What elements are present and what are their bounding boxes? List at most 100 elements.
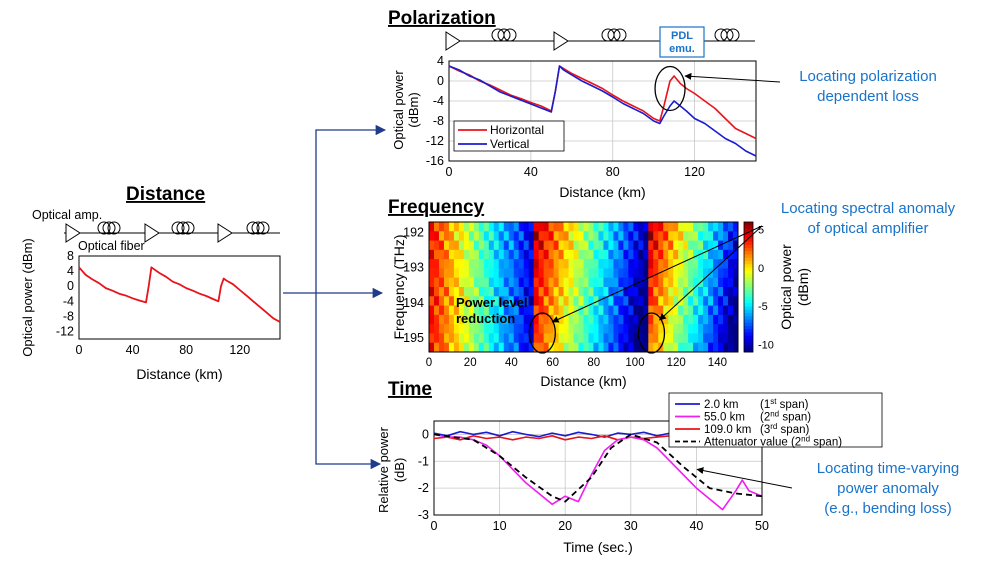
heatmap-cell (458, 240, 465, 251)
heatmap-cell (468, 259, 475, 269)
vertical-line (448, 65, 757, 157)
heatmap-cell (578, 314, 584, 325)
heatmap-cell (728, 333, 734, 344)
heatmap-cell (638, 277, 644, 288)
heatmap-cell (673, 277, 679, 288)
x-tick-label: 10 (493, 519, 507, 533)
heatmap-cell (498, 314, 505, 325)
heatmap-cell (448, 342, 455, 353)
heatmap-cell (593, 314, 599, 325)
heatmap-cell (643, 324, 649, 334)
heatmap-cell (643, 305, 649, 316)
heatmap-cell (688, 222, 694, 232)
distance-heading: Distance (126, 184, 205, 205)
heatmap-cell (683, 324, 689, 334)
time-heading: Time (388, 379, 432, 400)
heatmap-cell (693, 287, 699, 297)
x-axis-label: Distance (km) (559, 184, 645, 200)
heatmap-cell (733, 268, 739, 279)
heatmap-cell (568, 268, 574, 279)
heatmap-cell (543, 240, 550, 251)
heatmap-cell (518, 287, 525, 297)
heatmap-cell (563, 296, 569, 306)
heatmap-cell (638, 259, 644, 269)
heatmap-cell (573, 314, 579, 325)
heatmap-cell (603, 240, 609, 251)
heatmap-cell (658, 333, 664, 344)
heatmap-cell (468, 333, 475, 344)
heatmap-cell (653, 268, 659, 279)
heatmap-cell (548, 268, 554, 279)
legend-span: (3 (760, 424, 770, 436)
x-tick-label: 40 (524, 165, 538, 179)
heatmap-cell (728, 277, 734, 288)
heatmap-cell (578, 259, 584, 269)
heatmap-cell (548, 231, 554, 241)
heatmap-cell (448, 222, 455, 232)
heatmap-cell (603, 287, 609, 297)
x-tick-label: 120 (667, 357, 686, 369)
heatmap-cell (723, 240, 729, 251)
heatmap-cell (448, 277, 455, 288)
heatmap-cell (468, 268, 475, 279)
heatmap-cell (733, 314, 739, 325)
heatmap-cell (538, 333, 545, 344)
heatmap-cell (638, 240, 644, 251)
heatmap-cell (483, 268, 490, 279)
heatmap-cell (588, 324, 594, 334)
heatmap-cell (623, 287, 629, 297)
heatmap-cell (448, 333, 455, 344)
heatmap-cell (638, 249, 644, 260)
heatmap-cell (723, 277, 729, 288)
heatmap-cell (488, 342, 495, 353)
heatmap-cell (608, 231, 614, 241)
heatmap-cell (483, 222, 490, 232)
heatmap-cell (553, 305, 559, 316)
polarization-heading: Polarization (388, 8, 496, 29)
horizontal-line (448, 65, 757, 140)
x-tick-label: 0 (426, 357, 432, 369)
y-axis-label: (dB) (392, 458, 407, 483)
legend-text: 2.0 km (704, 399, 739, 411)
heatmap-cell (603, 314, 609, 325)
y-tick-label: 195 (403, 331, 424, 345)
heatmap-cell (448, 240, 455, 251)
heatmap-cell (488, 277, 495, 288)
spectral-annotation-line1: Locating spectral anomaly (781, 200, 956, 217)
colorbar-cell (744, 274, 753, 278)
x-tick-label: 50 (755, 519, 769, 533)
heatmap-cell (608, 333, 614, 344)
colorbar-cell (744, 309, 753, 314)
heatmap-cell (518, 268, 525, 279)
heatmap-cell (448, 314, 455, 325)
heatmap-cell (708, 231, 714, 241)
heatmap-cell (588, 287, 594, 297)
heatmap-cell (483, 259, 490, 269)
heatmap-cell (573, 222, 579, 232)
heatmap-cell (648, 342, 654, 353)
heatmap-cell (523, 268, 530, 279)
heatmap-cell (688, 240, 694, 251)
heatmap-cell (708, 314, 714, 325)
heatmap-cell (563, 231, 569, 241)
heatmap-cell (483, 342, 490, 353)
heatmap-cell (653, 259, 659, 269)
heatmap-cell (528, 222, 535, 232)
heatmap-cell (538, 314, 545, 325)
heatmap-cell (678, 259, 684, 269)
heatmap-cell (533, 277, 540, 288)
legend-span: (2 (760, 412, 770, 424)
heatmap-cell (473, 314, 480, 325)
heatmap-cell (438, 324, 445, 334)
heatmap-cell (468, 240, 475, 251)
colorbar-label: Optical power (778, 244, 794, 330)
heatmap-cell (458, 333, 465, 344)
heatmap-cell (698, 296, 704, 306)
heatmap-cell (588, 333, 594, 344)
heatmap-cell (628, 277, 634, 288)
heatmap-cell (543, 314, 550, 325)
pdl-annotation-line1: Locating polarization (799, 68, 937, 85)
heatmap-cell (693, 342, 699, 353)
heatmap-cell (483, 231, 490, 241)
legend-label: Attenuator value (2nd span) (704, 435, 842, 449)
